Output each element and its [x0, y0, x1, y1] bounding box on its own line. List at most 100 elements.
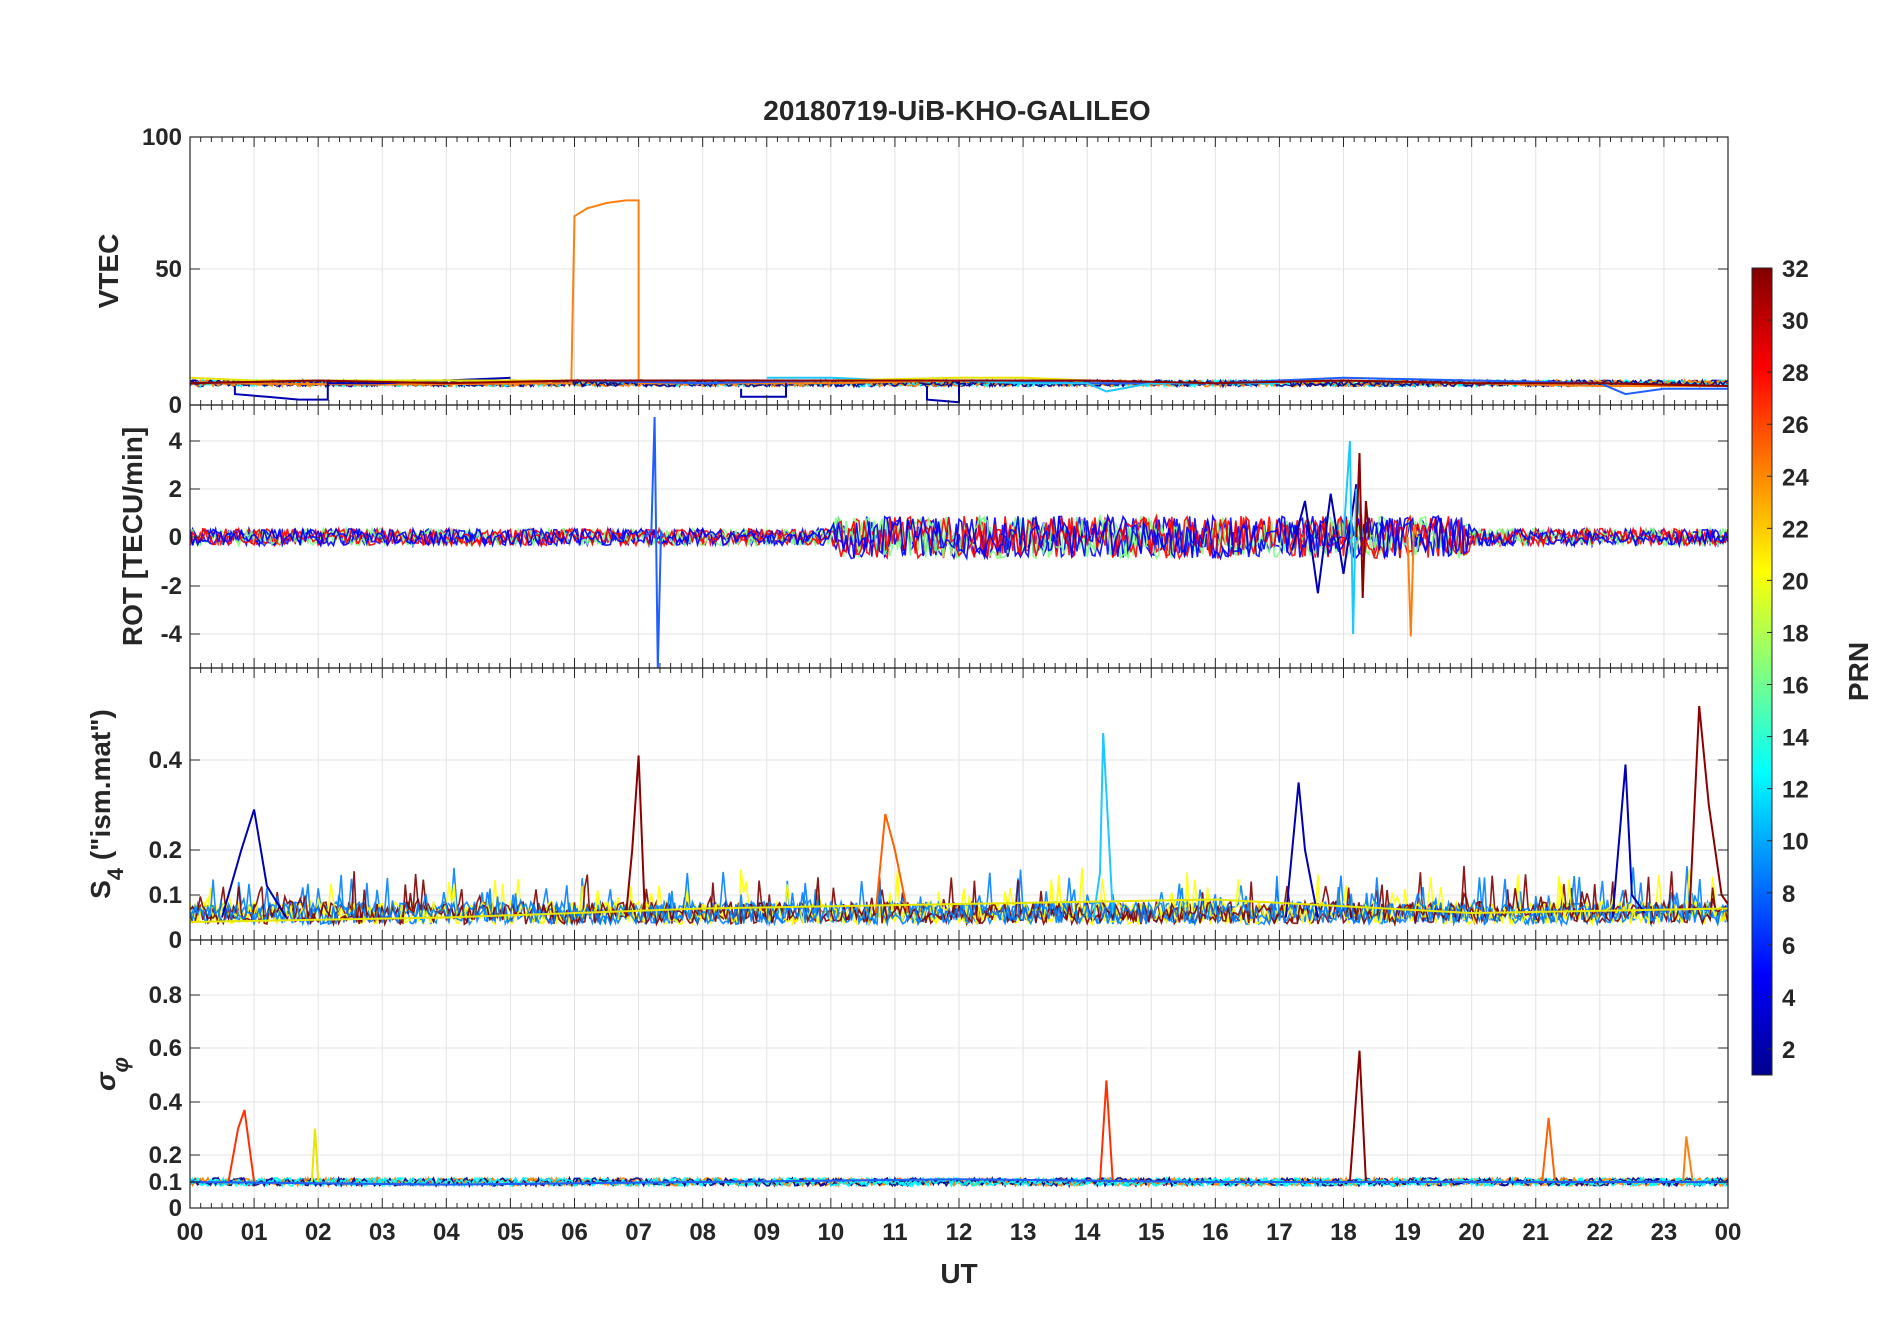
series-s4-3 [1092, 732, 1114, 918]
x-tick-label: 15 [1138, 1219, 1165, 1246]
panel-rot: -4 -2 0 2 4 ROT [TECU/min] [117, 404, 1729, 669]
y-axis-label: ROT [TECU/min] [117, 427, 148, 646]
x-tick-label: 13 [1010, 1219, 1037, 1246]
colorbar-tick-label: 28 [1782, 360, 1809, 387]
colorbar-scale [1751, 267, 1773, 1076]
colorbar-tick-label: 6 [1782, 933, 1795, 960]
y-tick-label: 0 [169, 524, 182, 551]
x-tick-label: 21 [1522, 1219, 1549, 1246]
y-tick-label: 0.4 [149, 1089, 183, 1116]
x-tick-label: 17 [1266, 1219, 1293, 1246]
y-tick-label: 0.4 [149, 747, 183, 774]
colorbar-tick-label: 4 [1782, 985, 1796, 1012]
colorbar-tick-label: 10 [1782, 829, 1809, 856]
series-sigma_phi-1 [310, 1128, 320, 1183]
x-tick-label: 22 [1586, 1219, 1613, 1246]
x-tick-label: 00 [1715, 1219, 1742, 1246]
colorbar-tick-label: 14 [1782, 725, 1809, 752]
background-trace [190, 867, 1728, 927]
x-ticks-rot [189, 405, 1729, 668]
colorbar-tick-label: 2 [1782, 1037, 1795, 1064]
y-axis-label: σφ [90, 1057, 133, 1091]
x-ticks-vtec [189, 137, 1729, 405]
y-tick-label: 0.2 [149, 837, 182, 864]
x-tick-label: 04 [433, 1219, 460, 1246]
colorbar-tick-label: 20 [1782, 568, 1809, 595]
x-ticks-s4 [189, 668, 1729, 940]
y-tick-label: -4 [161, 621, 183, 648]
x-tick-label: 19 [1394, 1219, 1421, 1246]
series-s4-4 [1284, 782, 1319, 918]
series-rot-1 [1291, 484, 1358, 594]
plot-area-vtec [190, 199, 1728, 404]
series-s4-0 [221, 809, 287, 919]
y-axis-label: S4 ("ism.mat") [85, 709, 128, 899]
y-axis-label: VTEC [93, 234, 124, 309]
series-s4-7 [190, 898, 1728, 923]
plot-area-sigma_phi [190, 1050, 1728, 1189]
series-sigma_phi-3 [1348, 1050, 1367, 1183]
figure-title: 20180719-UiB-KHO-GALILEO [763, 95, 1150, 126]
panel-vtec: 0 50 100 VTEC [93, 124, 1729, 419]
x-tick-label: 01 [241, 1219, 268, 1246]
series-rot-3 [1355, 452, 1371, 599]
background-trace [190, 513, 1728, 561]
x-tick-label: 02 [305, 1219, 332, 1246]
y-tick-label: 0 [169, 1195, 182, 1222]
series-sigma_phi-0 [227, 1109, 256, 1183]
y-tick-label: 50 [155, 256, 182, 283]
plot-area-s4 [190, 705, 1728, 928]
x-tick-label: 18 [1330, 1219, 1357, 1246]
x-tick-label: 11 [882, 1219, 907, 1246]
y-tick-label: 0 [169, 392, 182, 419]
x-tick-label: 23 [1651, 1219, 1678, 1246]
series-sigma_phi-5 [1682, 1136, 1694, 1183]
series-s4-1 [624, 755, 646, 918]
y-tick-label: 0.1 [149, 1169, 182, 1196]
background-trace [190, 514, 1728, 561]
x-tick-label: 16 [1202, 1219, 1229, 1246]
colorbar-tick-label: 18 [1782, 620, 1809, 647]
series-sigma_phi-2 [1099, 1080, 1114, 1183]
y-tick-label: -2 [161, 573, 182, 600]
y-tick-label: 0 [169, 927, 182, 954]
panel-sigma_phi: 00.10.2 0.4 0.6 0.8 σφ 00 01 02 03 04 05 06 07 08 09 10… [90, 939, 1742, 1289]
y-tick-label: 0.6 [149, 1035, 182, 1062]
x-axis-label: UT [940, 1258, 977, 1289]
x-tick-label: 03 [369, 1219, 396, 1246]
series-s4-2 [874, 813, 909, 914]
x-tick-label: 20 [1458, 1219, 1485, 1246]
series-s4-6 [1688, 705, 1728, 914]
x-tick-label: 10 [817, 1219, 844, 1246]
x-tick-label: 14 [1074, 1219, 1101, 1246]
background-trace [190, 513, 1728, 561]
series-s4-5 [1611, 764, 1646, 918]
colorbar-tick-label: 22 [1782, 516, 1809, 543]
series-rot-4 [1406, 524, 1419, 637]
colorbar-tick-label: 30 [1782, 308, 1809, 335]
background-trace [190, 1175, 1728, 1189]
x-tick-label: 09 [753, 1219, 780, 1246]
series-rot-0 [644, 416, 666, 668]
y-tick-label: 4 [169, 428, 183, 455]
x-tick-label: 12 [946, 1219, 973, 1246]
colorbar-tick-label: 8 [1782, 881, 1795, 908]
series-sigma_phi-4 [1541, 1117, 1556, 1183]
background-trace [190, 867, 1728, 927]
grid-sigma_phi [189, 940, 1729, 1209]
y-tick-label: 0.2 [149, 1142, 182, 1169]
y-tick-label: 0.8 [149, 982, 182, 1009]
series-sigma_phi-6 [190, 1178, 1728, 1186]
series-vtec-1 [233, 376, 511, 401]
y-tick-label: 100 [142, 124, 182, 151]
colorbar-tick-label: 16 [1782, 673, 1809, 700]
grid-s4 [189, 668, 1729, 941]
grid-vtec [189, 136, 1729, 406]
y-tick-label: 0.1 [149, 882, 182, 909]
x-tick-label: 08 [689, 1219, 716, 1246]
x-ticks-sigma_phi [189, 940, 1729, 1208]
colorbar-tick-label: 12 [1782, 777, 1809, 804]
